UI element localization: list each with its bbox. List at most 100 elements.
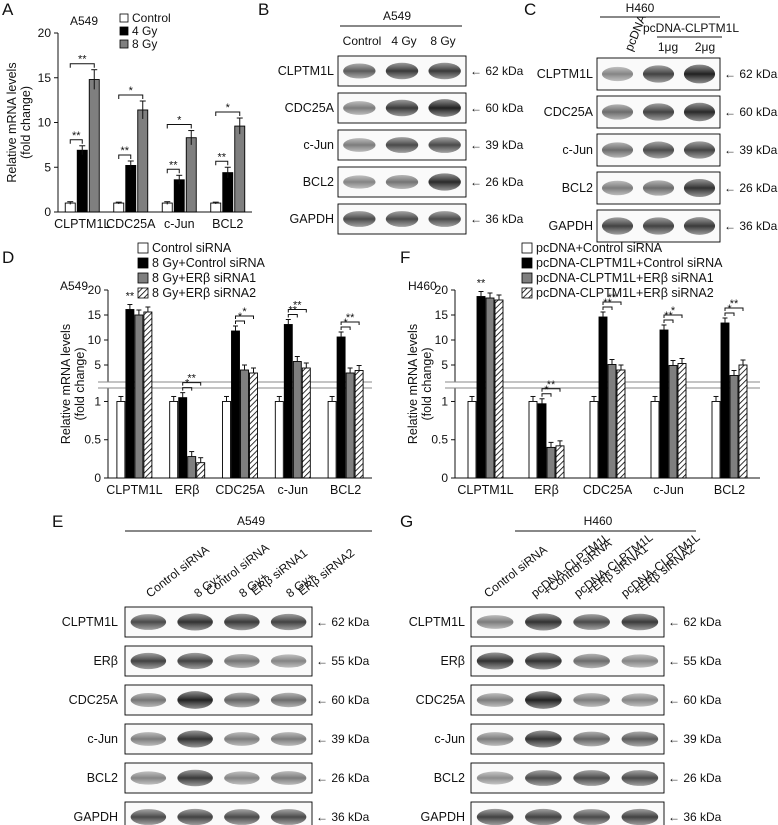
significance-mark: **: [169, 159, 178, 171]
panel-letter-c: C: [524, 0, 536, 19]
cell-line-label: A549: [60, 279, 88, 293]
legend-swatch: [137, 272, 149, 284]
blot-row-band: [621, 731, 659, 747]
x-tick-label: CLPTM1L: [54, 217, 110, 231]
blot-row-band: [601, 217, 634, 235]
significance-mark: **: [603, 297, 612, 309]
blot-row-band: [270, 692, 307, 708]
blot-row-band: [642, 180, 675, 196]
y-tick-label: 15: [38, 71, 52, 85]
kda-marker: ← 39 kDa: [316, 732, 370, 746]
significance-mark: **: [72, 130, 81, 142]
significance-mark: **: [289, 305, 298, 317]
bar: [231, 330, 240, 479]
kda-marker: ← 36 kDa: [470, 212, 524, 226]
cell-line-label: A549: [383, 9, 411, 23]
y-axis-label: Relative mRNA levels: [59, 324, 73, 444]
bar: [546, 446, 556, 479]
legend-label: 8 Gy: [132, 37, 157, 51]
bar: [485, 297, 495, 479]
significance-mark: *: [343, 317, 348, 329]
significance-bracket: [69, 63, 95, 68]
blot-row-band: [621, 693, 659, 707]
significance-bracket: [340, 321, 360, 325]
y-tick-label: 20: [435, 283, 449, 297]
blot-row-band: [476, 771, 514, 785]
blot-row-band: [177, 691, 213, 709]
y-tick-label: 5: [441, 358, 448, 372]
legend-swatch: [119, 26, 129, 36]
y-axis-label: (fold change): [19, 86, 33, 159]
bar: [178, 397, 188, 479]
bar: [185, 137, 197, 213]
y-tick-label: 1: [441, 394, 448, 408]
blot-row-band: [130, 809, 167, 825]
y-tick-label: 0.5: [431, 433, 448, 447]
blot-row-band: [642, 65, 675, 83]
blot-row-band: [270, 732, 307, 746]
bar: [729, 375, 739, 479]
cell-line-label: H460: [584, 514, 613, 528]
blot-row-band: [270, 771, 307, 785]
bar: [528, 401, 538, 479]
bar: [467, 401, 477, 479]
kda-marker: ← 36 kDa: [724, 219, 778, 233]
blot-row-band: [642, 103, 675, 121]
bar: [143, 311, 153, 479]
x-tick-label: c-Jun: [278, 483, 309, 497]
lane-label: 8 Gy: [430, 34, 455, 48]
bar: [292, 361, 302, 479]
significance-mark: **: [120, 145, 129, 157]
significance-bracket: [287, 309, 307, 313]
protein-label: c-Jun: [434, 732, 465, 746]
y-tick-label: 15: [88, 308, 102, 322]
significance-mark: *: [226, 102, 231, 114]
bar: [196, 462, 206, 479]
legend-swatch: [137, 287, 149, 299]
blot-row-band: [476, 652, 514, 670]
blot-row-band: [428, 173, 461, 191]
y-tick-label: 20: [88, 283, 102, 297]
blot-row-band: [343, 63, 376, 79]
significance-mark: *: [727, 303, 732, 315]
legend-label: 8 Gy+Control siRNA: [152, 256, 266, 270]
significance-mark: **: [477, 278, 486, 290]
blot-row-band: [343, 211, 376, 227]
blot-row-band: [683, 178, 716, 198]
blot-row-band: [573, 614, 610, 630]
kda-marker: ← 60 kDa: [316, 693, 370, 707]
blot-row-band: [224, 771, 260, 785]
bar: [222, 172, 234, 213]
legend-swatch: [521, 257, 533, 269]
significance-mark: *: [238, 311, 243, 323]
blot-row-band: [683, 64, 716, 84]
significance-mark: *: [177, 115, 182, 127]
kda-marker: ← 36 kDa: [668, 810, 722, 824]
bar: [249, 372, 258, 479]
legend-label: Control siRNA: [152, 241, 232, 255]
y-tick-label: 10: [88, 333, 102, 347]
bar: [677, 363, 687, 479]
x-tick-label: CLPTM1L: [457, 483, 513, 497]
significance-bracket: [215, 160, 229, 166]
blot-strip: [470, 801, 665, 825]
significance-mark: *: [242, 306, 247, 318]
protein-label: BCL2: [87, 771, 118, 785]
blot-row-band: [177, 730, 213, 748]
blot-row-band: [621, 808, 659, 825]
lane-label: 2μg: [695, 40, 715, 54]
bar: [607, 364, 617, 479]
kda-marker: ← 36 kDa: [316, 810, 370, 824]
bar: [210, 202, 222, 213]
significance-bracket: [602, 301, 622, 305]
bar: [283, 324, 293, 479]
blot-row-band: [601, 142, 634, 158]
blot-row-band: [476, 693, 514, 707]
blot-strip: [124, 801, 313, 825]
blot-row-band: [224, 809, 260, 825]
cell-line-label: H460: [626, 1, 655, 15]
blot-row-band: [621, 613, 659, 631]
significance-mark: *: [544, 384, 549, 396]
x-tick-label: CDC25A: [583, 483, 633, 497]
